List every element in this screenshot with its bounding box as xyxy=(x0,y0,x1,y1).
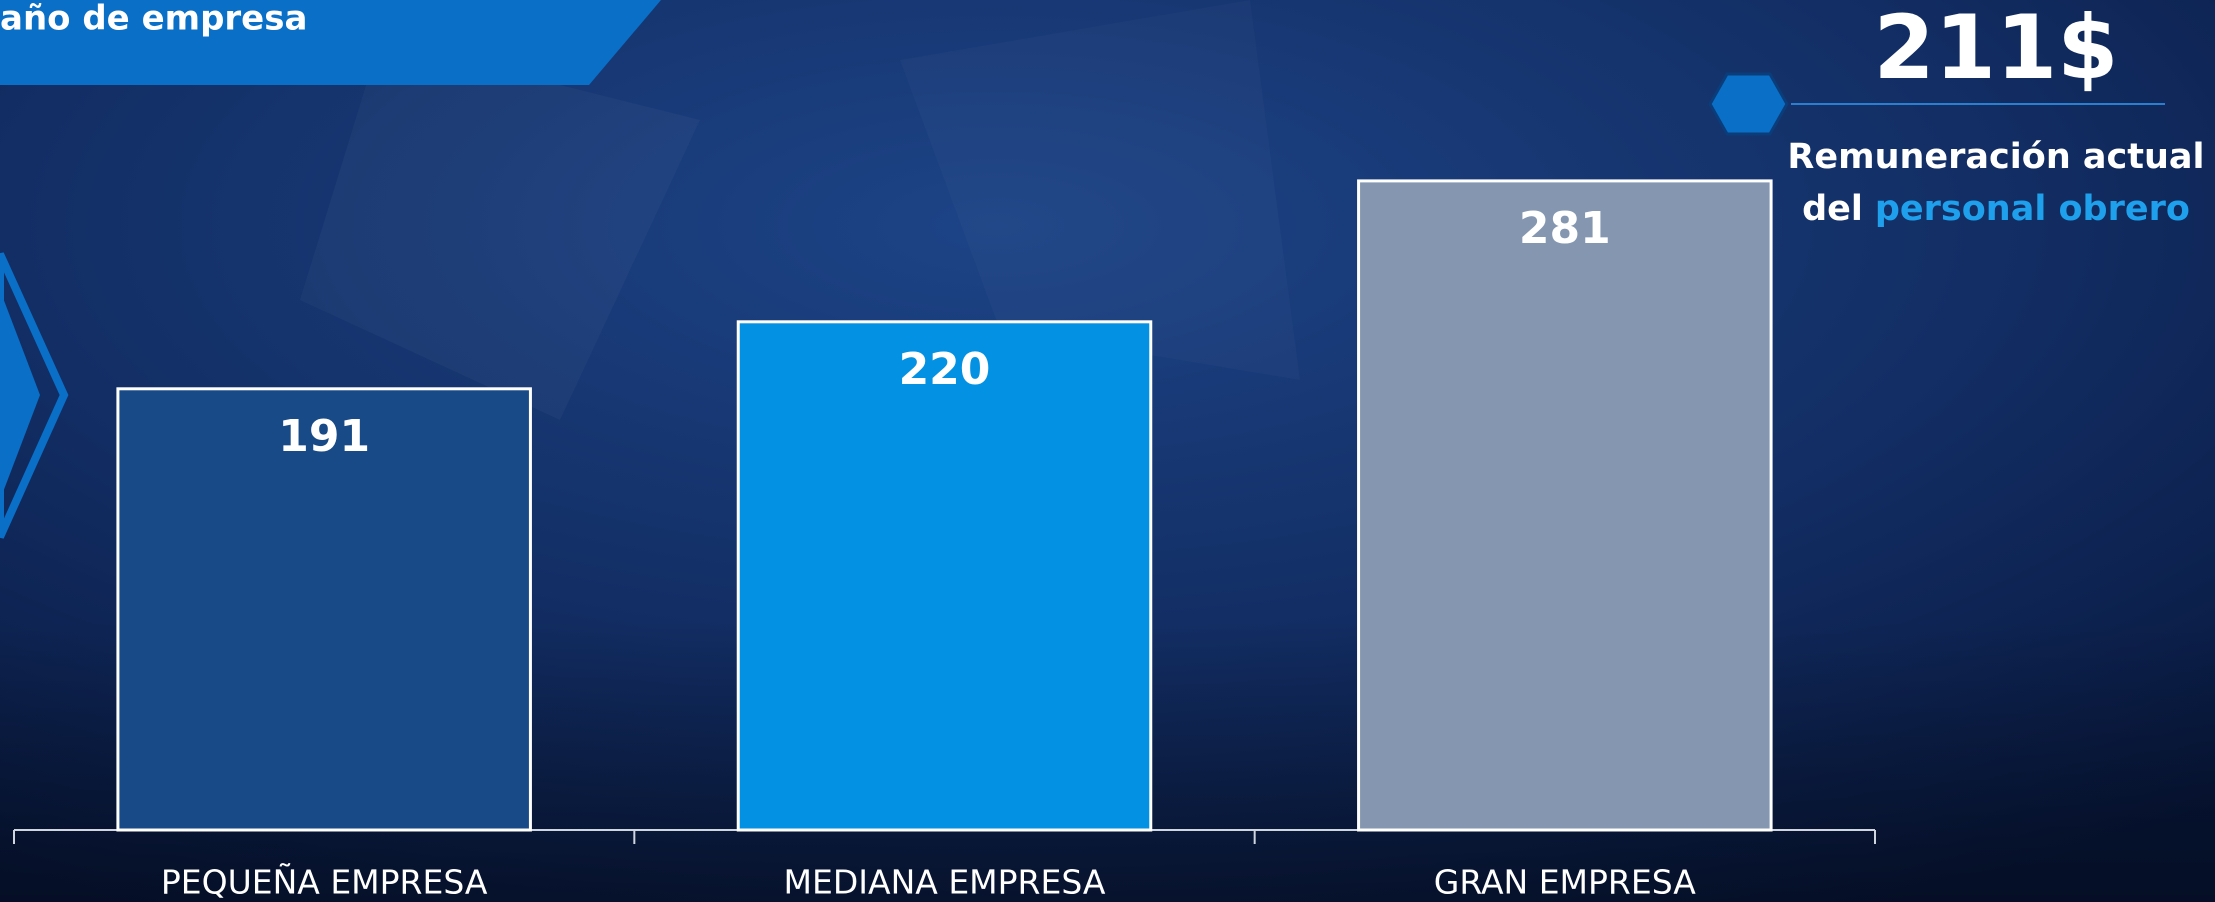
bar xyxy=(116,387,532,832)
callout-text: Remuneración actual xyxy=(1787,137,2204,177)
chart-title: año de empresa xyxy=(0,0,307,39)
callout-highlight: personal obrero xyxy=(1875,189,2190,229)
x-tick-label: GRAN EMPRESA xyxy=(1434,863,1696,902)
x-tick-label: PEQUEÑA EMPRESA xyxy=(161,863,488,902)
bar xyxy=(736,320,1153,832)
value-label: 220 xyxy=(899,344,991,395)
callout-hexagon xyxy=(1708,72,1789,136)
left-hexagon-fill xyxy=(0,290,40,500)
callout-text: del personal obrero xyxy=(1802,189,2190,229)
title-banner xyxy=(0,0,661,85)
x-tick-label: MEDIANA EMPRESA xyxy=(784,863,1106,902)
bar xyxy=(1357,179,1773,832)
callout-amount: 211$ xyxy=(1874,0,2119,99)
callout-text: del xyxy=(1802,189,1863,229)
value-label: 191 xyxy=(278,411,370,462)
left-hexagon xyxy=(0,252,69,539)
value-label: 281 xyxy=(1519,203,1611,254)
